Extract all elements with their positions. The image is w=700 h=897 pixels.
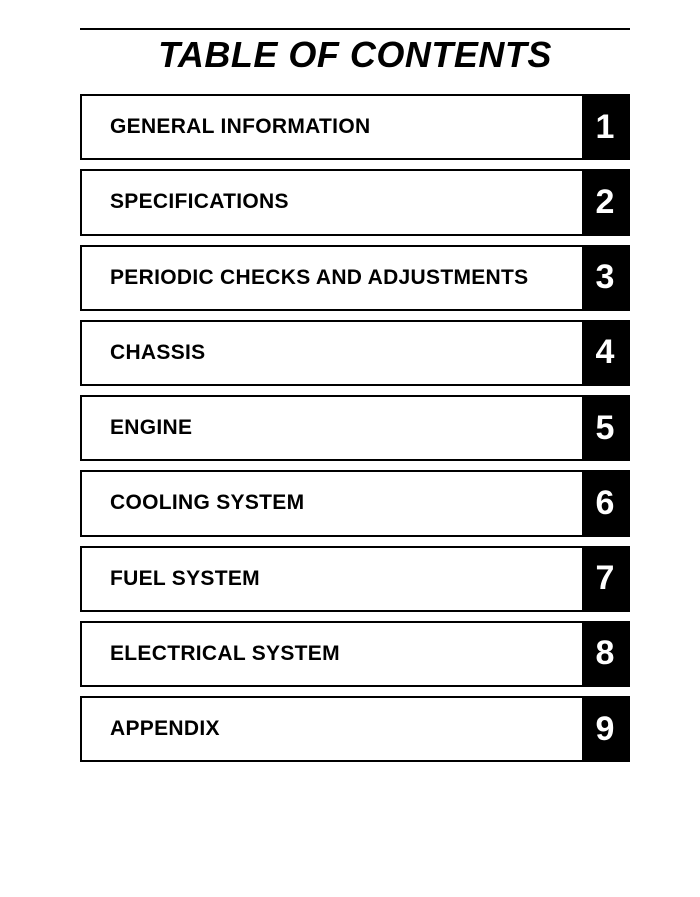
toc-label: FUEL SYSTEM — [82, 548, 582, 610]
toc-row: ELECTRICAL SYSTEM 8 — [80, 621, 630, 687]
page-title: TABLE OF CONTENTS — [80, 34, 630, 76]
toc-number: 9 — [582, 698, 628, 760]
toc-number: 2 — [582, 171, 628, 233]
toc-label: APPENDIX — [82, 698, 582, 760]
toc-row: FUEL SYSTEM 7 — [80, 546, 630, 612]
toc-number: 1 — [582, 96, 628, 158]
toc-label: PERIODIC CHECKS AND ADJUSTMENTS — [82, 247, 582, 309]
toc-label: ENGINE — [82, 397, 582, 459]
toc-row: SPECIFICATIONS 2 — [80, 169, 630, 235]
toc-row: CHASSIS 4 — [80, 320, 630, 386]
toc-label: SPECIFICATIONS — [82, 171, 582, 233]
title-rule — [80, 28, 630, 30]
toc-number: 4 — [582, 322, 628, 384]
toc-row: PERIODIC CHECKS AND ADJUSTMENTS 3 — [80, 245, 630, 311]
toc-label: COOLING SYSTEM — [82, 472, 582, 534]
toc-number: 5 — [582, 397, 628, 459]
toc-label: CHASSIS — [82, 322, 582, 384]
toc-number: 7 — [582, 548, 628, 610]
toc-number: 3 — [582, 247, 628, 309]
toc-number: 8 — [582, 623, 628, 685]
toc-row: COOLING SYSTEM 6 — [80, 470, 630, 536]
toc-row: APPENDIX 9 — [80, 696, 630, 762]
table-of-contents: GENERAL INFORMATION 1 SPECIFICATIONS 2 P… — [80, 94, 630, 762]
toc-number: 6 — [582, 472, 628, 534]
toc-row: ENGINE 5 — [80, 395, 630, 461]
toc-row: GENERAL INFORMATION 1 — [80, 94, 630, 160]
toc-label: GENERAL INFORMATION — [82, 96, 582, 158]
toc-label: ELECTRICAL SYSTEM — [82, 623, 582, 685]
